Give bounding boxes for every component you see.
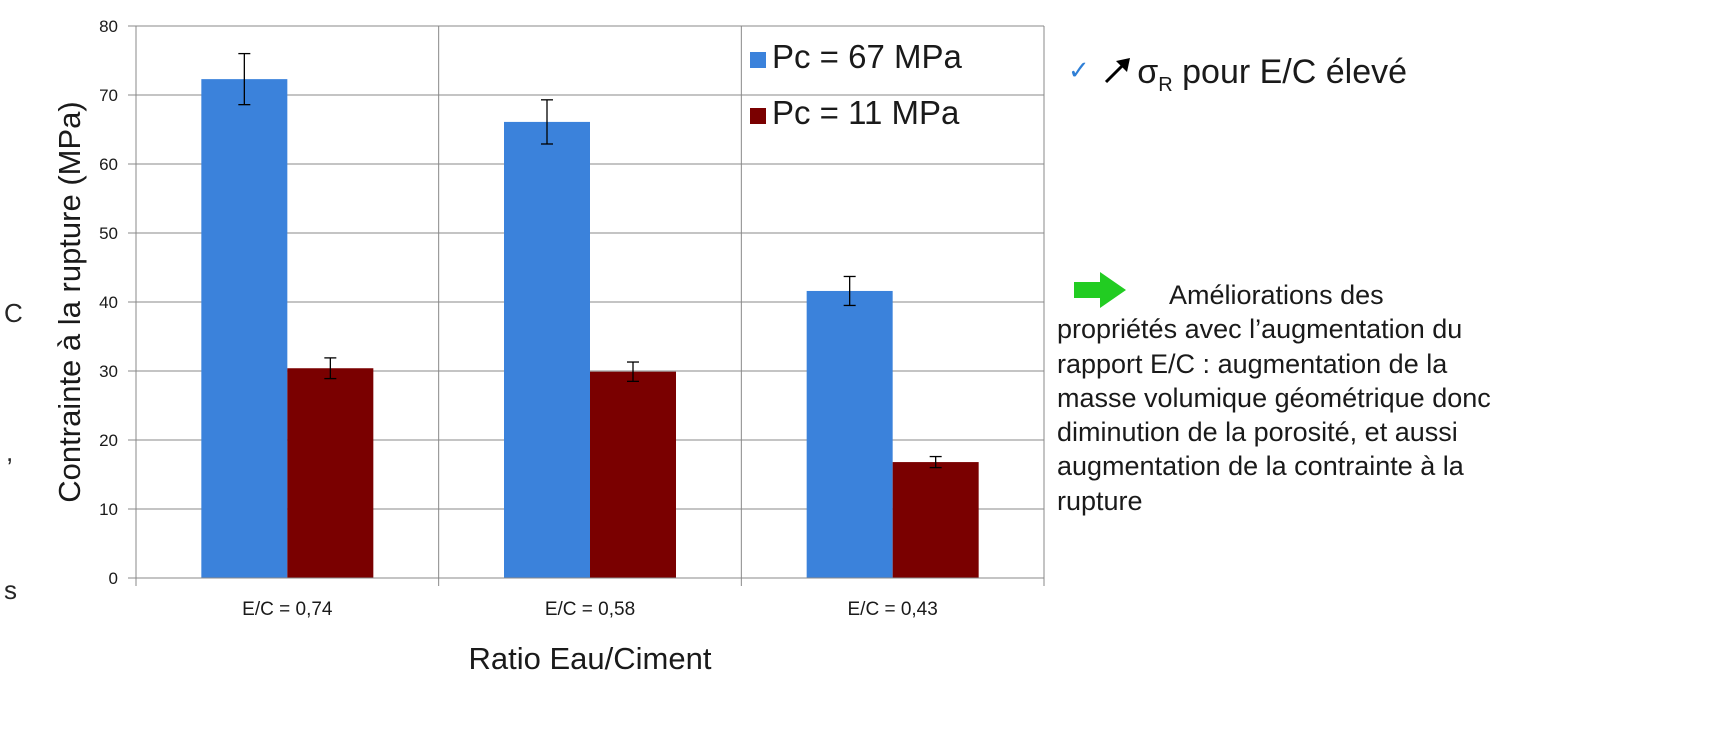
y-axis-title: Contrainte à la rupture (MPa) — [52, 101, 87, 502]
error-bars — [238, 52, 942, 469]
legend: Pc = 67 MPa Pc = 11 MPa — [750, 38, 962, 131]
axes: 0 10 20 30 40 50 60 70 80 E/C = 0,74 E/C = 0,58 E/C… — [52, 17, 1045, 676]
bar — [504, 121, 590, 578]
y-tick-label: 40 — [99, 293, 118, 312]
y-tick-label: 0 — [109, 569, 118, 588]
note-high-ratio-text: pour E/C élevé — [1172, 53, 1408, 91]
note-improvements: Améliorations des propriétés avec l’augm… — [1057, 280, 1491, 516]
y-tick-label: 50 — [99, 224, 118, 243]
legend-swatch — [750, 108, 766, 124]
y-tick-label: 10 — [99, 500, 118, 519]
green-right-arrow-icon — [1074, 272, 1126, 308]
bar — [287, 368, 374, 578]
y-tick-label: 60 — [99, 155, 118, 174]
note-high-ratio: ✓ σR pour E/C élevé — [1068, 48, 1407, 107]
check-icon: ✓ — [1068, 55, 1090, 85]
legend-label: Pc = 67 MPa — [772, 38, 962, 75]
bar-chart: 0 10 20 30 40 50 60 70 80 E/C = 0,74 E/C = 0,58 E/C… — [52, 17, 1045, 676]
diagonal-up-arrow-icon — [1105, 58, 1131, 84]
x-tick-label: E/C = 0,58 — [545, 599, 635, 620]
bars — [201, 79, 979, 578]
sigma-symbol: σR — [1137, 53, 1173, 96]
edge-text-comma: , — [6, 437, 14, 467]
bar — [892, 462, 979, 578]
x-tick-label: E/C = 0,74 — [242, 599, 333, 620]
y-tick-label: 30 — [99, 362, 118, 381]
bar — [806, 290, 893, 578]
y-tick-label: 20 — [99, 431, 118, 450]
x-axis-title: Ratio Eau/Ciment — [469, 641, 712, 676]
legend-label: Pc = 11 MPa — [772, 94, 960, 131]
bar — [201, 79, 288, 578]
bar — [590, 371, 676, 578]
edge-text-c: C — [4, 298, 23, 328]
legend-swatch — [750, 52, 766, 68]
y-tick-label: 70 — [99, 86, 118, 105]
y-tick-label: 80 — [99, 17, 118, 36]
edge-text-s: s — [4, 575, 17, 605]
x-tick-label: E/C = 0,43 — [848, 599, 938, 620]
